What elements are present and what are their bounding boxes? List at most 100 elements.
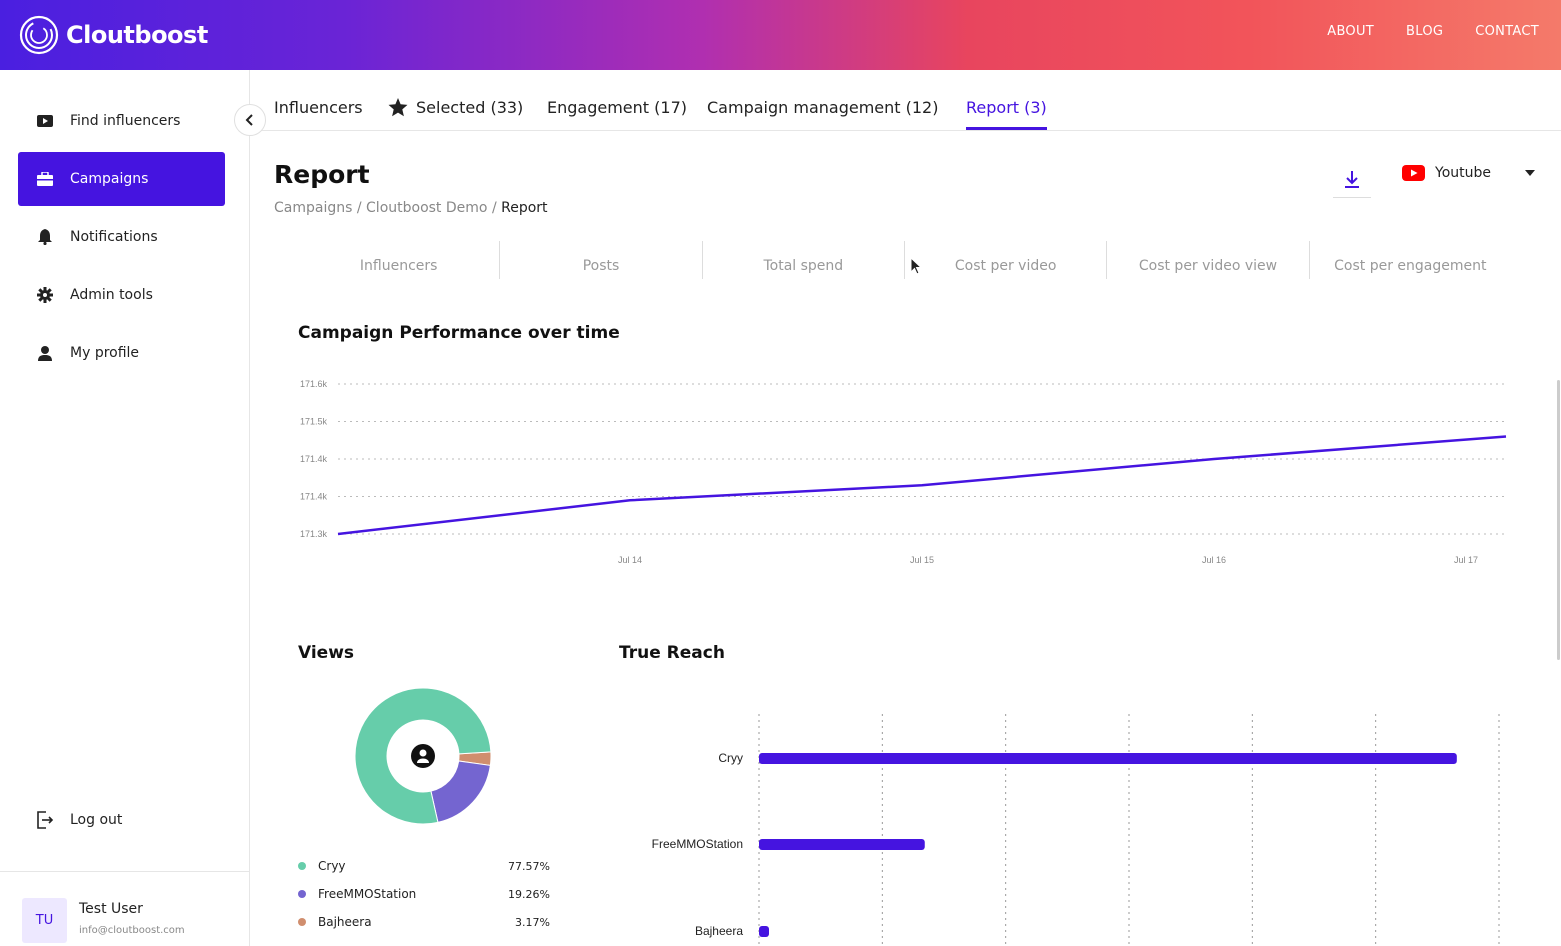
mouse-cursor-icon xyxy=(910,257,922,275)
bar-category-label: Cryy xyxy=(718,751,743,765)
nav-about[interactable]: ABOUT xyxy=(1327,24,1375,39)
logout-button[interactable]: Log out xyxy=(18,793,225,847)
collapse-sidebar-button[interactable] xyxy=(234,104,266,136)
legend-value: 3.17% xyxy=(515,915,550,929)
sidebar-item-my-profile[interactable]: My profile xyxy=(18,326,225,380)
series-line xyxy=(337,435,1507,536)
bar-bajheera[interactable] xyxy=(759,926,769,937)
stat-cost-per-video: Cost per video xyxy=(905,241,1108,279)
x-tick-label: Jul 16 xyxy=(1202,555,1226,565)
tab-label: Selected (33) xyxy=(416,98,524,117)
tab-campaign-management[interactable]: Campaign management (12) xyxy=(707,98,938,130)
y-tick-label: 171.5k xyxy=(300,417,328,427)
bar-freemmostation[interactable] xyxy=(759,839,925,850)
tab-engagement[interactable]: Engagement (17) xyxy=(547,98,687,130)
x-tick-label: Jul 14 xyxy=(618,555,642,565)
tab-label: Influencers xyxy=(274,98,363,117)
bar-cryy[interactable] xyxy=(759,753,1457,764)
user-name: Test User xyxy=(79,901,143,917)
brand-logo[interactable]: Cloutboost xyxy=(18,14,208,56)
sidebar-item-admin-tools[interactable]: Admin tools xyxy=(18,268,225,322)
caret-down-icon xyxy=(1525,170,1535,176)
gear-icon xyxy=(36,286,54,304)
performance-line-chart: 171.6k 171.5k 171.4k 171.4k 171.3k Jul 14 Jul … xyxy=(300,379,1507,565)
true-reach-bar-chart: Cryy FreeMMOStation Bajheera xyxy=(652,714,1500,946)
views-chart-title: Views xyxy=(298,643,355,663)
star-icon xyxy=(388,98,408,117)
logout-icon xyxy=(36,811,54,829)
y-tick-label: 171.6k xyxy=(300,379,328,389)
person-body xyxy=(417,758,429,763)
breadcrumb-campaign[interactable]: Cloutboost Demo xyxy=(366,200,488,216)
youtube-logo-icon xyxy=(1402,165,1425,181)
x-tick-label: Jul 17 xyxy=(1454,555,1478,565)
stat-influencers: Influencers xyxy=(298,241,501,279)
sidebar: Find influencers Campaigns Notifications… xyxy=(0,70,250,946)
pie-slice-freemmostation[interactable] xyxy=(430,760,491,823)
download-button[interactable] xyxy=(1333,160,1371,198)
pie-slice-cryy[interactable] xyxy=(354,687,492,825)
performance-chart-title: Campaign Performance over time xyxy=(298,323,620,343)
top-nav: ABOUT BLOG CONTACT xyxy=(1327,24,1539,39)
breadcrumb: Campaigns / Cloutboost Demo / Report xyxy=(274,200,548,216)
briefcase-icon xyxy=(36,170,54,188)
breadcrumb-campaigns[interactable]: Campaigns xyxy=(274,200,353,216)
page-title: Report xyxy=(274,160,370,189)
cloutboost-logo-icon xyxy=(19,15,59,55)
top-bar: Cloutboost ABOUT BLOG CONTACT xyxy=(0,0,1561,70)
x-tick-label: Jul 15 xyxy=(910,555,934,565)
download-icon xyxy=(1345,170,1359,188)
brand-name: Cloutboost xyxy=(66,21,208,49)
legend-label: FreeMMOStation xyxy=(318,887,417,901)
stat-cost-per-video-view: Cost per video view xyxy=(1107,241,1310,279)
avatar: TU xyxy=(22,898,67,943)
breadcrumb-separator: / xyxy=(491,200,502,216)
scrollbar[interactable] xyxy=(1557,380,1560,660)
user-email: info@cloutboost.com xyxy=(79,925,185,936)
views-donut-chart xyxy=(354,687,492,825)
legend-label: Cryy xyxy=(318,859,346,873)
nav-blog[interactable]: BLOG xyxy=(1406,24,1444,39)
sidebar-item-notifications[interactable]: Notifications xyxy=(18,210,225,264)
stat-posts: Posts xyxy=(500,241,703,279)
campaign-tabs: Influencers Selected (33) Engagement (17… xyxy=(250,70,1561,131)
sidebar-item-label: Find influencers xyxy=(70,113,181,129)
legend-item[interactable]: Bajheera 3.17% xyxy=(298,908,550,936)
youtube-icon xyxy=(36,112,54,130)
stat-total-spend: Total spend xyxy=(703,241,905,279)
nav-contact[interactable]: CONTACT xyxy=(1475,24,1539,39)
reach-chart-title: True Reach xyxy=(619,643,725,663)
sidebar-item-campaigns[interactable]: Campaigns xyxy=(18,152,225,206)
platform-label: Youtube xyxy=(1435,165,1491,181)
sidebar-item-label: Campaigns xyxy=(70,171,149,187)
tab-influencers[interactable]: Influencers xyxy=(274,98,363,130)
tab-report[interactable]: Report (3) xyxy=(966,98,1047,130)
legend-label: Bajheera xyxy=(318,915,372,929)
legend-dot xyxy=(298,862,306,870)
bell-icon xyxy=(36,228,54,246)
y-tick-label: 171.4k xyxy=(300,454,328,464)
tab-label: Campaign management (12) xyxy=(707,98,939,117)
y-tick-label: 171.4k xyxy=(300,492,328,502)
user-card[interactable]: TU Test User info@cloutboost.com xyxy=(0,871,249,946)
tab-selected[interactable]: Selected (33) xyxy=(388,98,523,130)
platform-select[interactable]: Youtube xyxy=(1402,165,1535,181)
legend-value: 19.26% xyxy=(508,887,550,901)
sidebar-item-label: Notifications xyxy=(70,229,158,245)
legend-item[interactable]: FreeMMOStation 19.26% xyxy=(298,880,550,908)
legend-value: 77.57% xyxy=(508,859,550,873)
bar-category-label: FreeMMOStation xyxy=(652,837,743,851)
chevron-left-icon xyxy=(245,114,253,126)
legend-item[interactable]: Cryy 77.57% xyxy=(298,852,550,880)
tab-label: Engagement (17) xyxy=(547,98,687,117)
tab-label: Report (3) xyxy=(966,98,1047,117)
breadcrumb-separator: / xyxy=(356,200,367,216)
sidebar-item-label: My profile xyxy=(70,345,140,361)
stats-row: Influencers Posts Total spend Cost per v… xyxy=(298,241,1511,279)
person-head xyxy=(419,749,427,757)
breadcrumb-current: Report xyxy=(501,200,548,216)
stat-cost-per-engagement: Cost per engagement xyxy=(1334,258,1487,274)
sidebar-item-find-influencers[interactable]: Find influencers xyxy=(18,94,225,148)
legend-dot xyxy=(298,918,306,926)
y-tick-label: 171.3k xyxy=(300,529,328,539)
